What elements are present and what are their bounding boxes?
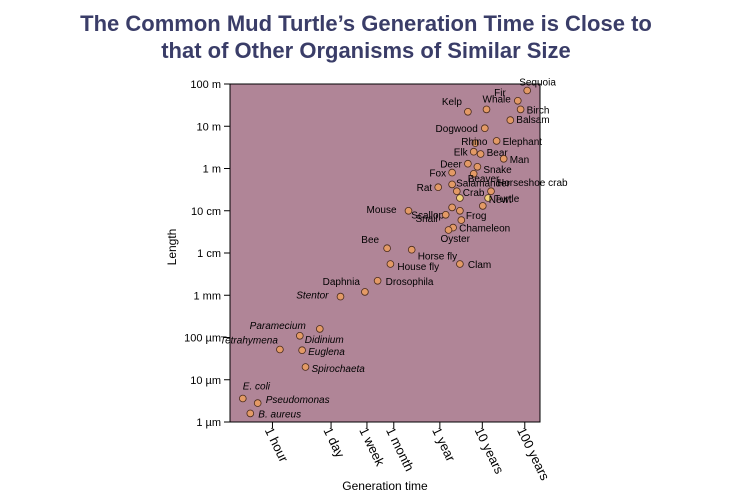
x-tick-label-5: 10 years [472,425,508,477]
x-tick-label-1: 1 day [320,425,348,461]
point-label-crab: Crab [463,188,485,199]
point-label-fox: Fox [429,169,446,180]
point-bee-30 [384,245,391,252]
y-tick-label-8: 1 µm [196,417,221,429]
point-fox-14 [449,169,456,176]
point-birch-2 [517,106,524,113]
point-snail-27 [458,217,465,224]
point-elephant-8 [493,138,500,145]
point-label-horseshoe-crab: Horseshoe crab [497,178,568,189]
point-label-tetrahymena: Tetrahymena [220,336,278,347]
point-label-e-coli: E. coli [243,382,271,393]
y-tick-label-7: 10 µm [190,375,221,387]
point-daphnia-35 [362,289,369,296]
point-tetrahymena-39 [277,346,284,353]
x-axis-label: Generation time [342,479,428,493]
y-tick-label-3: 10 cm [191,206,221,218]
point-paramecium-37 [316,326,323,333]
point-snake-13 [474,163,481,170]
point-label-pseudomonas: Pseudomonas [266,395,330,406]
point-label-rhino: Rhino [461,137,488,148]
point-horse-fly-31 [408,246,415,253]
point-label-oyster: Oyster [441,234,471,245]
point-label-mouse: Mouse [366,205,396,216]
point-euglena-40 [299,347,306,354]
point-label-daphnia: Daphnia [323,277,361,288]
point-frog-25 [457,207,464,214]
point-label-elk: Elk [454,148,469,159]
point-label-stentor: Stentor [296,291,329,302]
y-tick-label-4: 1 cm [197,248,221,260]
point-bear-10 [477,151,484,158]
y-tick-label-6: 100 µm [184,333,221,345]
x-tick-label-3: 1 month [383,425,417,474]
point-salamander-16 [449,181,456,188]
point-label-elephant: Elephant [503,137,543,148]
point-label-b-aureus: B. aureus [258,409,301,420]
point-label-newt: Newt [489,195,512,206]
point-didinium-38 [296,332,303,339]
point-deer-12 [465,160,472,167]
point-b-aureus-44 [247,410,254,417]
y-tick-label-0: 100 m [190,79,221,91]
point-rat-17 [435,184,442,191]
y-tick-label-1: 10 m [197,121,221,133]
point-scallop-24 [449,204,456,211]
point-label-kelp: Kelp [442,97,462,108]
point-label-snail: Snail [415,214,437,225]
point-whale-5 [483,106,490,113]
point-label-chameleon: Chameleon [459,224,510,235]
point-label-spirochaeta: Spirochaeta [312,364,366,375]
point-label-house-fly: House fly [397,262,439,273]
point-label-euglena: Euglena [308,347,345,358]
point-dogwood-6 [481,125,488,132]
point-label-rat: Rat [417,183,433,194]
x-tick-label-6: 100 years [514,425,553,483]
point-label-sequoia: Sequoia [519,78,556,89]
point-label-balsam: Balsam [516,115,549,126]
point-label-drosophila: Drosophila [386,277,434,288]
point-drosophila-34 [374,277,381,284]
point-snail-26 [442,211,449,218]
point-man-11 [500,155,507,162]
point-crab-18 [453,188,460,195]
point-label-didinium: Didinium [305,335,344,346]
point-e-coli-42 [239,395,246,402]
point-spirochaeta-41 [302,364,309,371]
point-clam-33 [457,261,464,268]
point-label-whale: Whale [483,94,512,105]
point-label-man: Man [510,155,529,166]
y-axis-label: Length [165,229,179,266]
point-turtle-20 [457,195,464,202]
point-label-paramecium: Paramecium [250,321,306,332]
x-tick-label-4: 1 year [429,425,459,465]
point-label-bee: Bee [361,235,379,246]
point-label-dogwood: Dogwood [436,124,478,135]
point-house-fly-32 [387,261,394,268]
plot-area [230,84,540,422]
y-tick-label-5: 1 mm [194,290,222,302]
point-newt-22 [479,203,486,210]
point-kelp-4 [465,108,472,115]
point-pseudomonas-43 [254,400,261,407]
point-fir-1 [514,97,521,104]
point-label-clam: Clam [468,260,491,271]
point-elk-9 [470,148,477,155]
point-oyster-29 [445,227,452,234]
point-label-frog: Frog [466,211,487,222]
point-stentor-36 [337,293,344,300]
y-tick-label-2: 1 m [203,164,221,176]
x-tick-label-0: 1 hour [262,425,292,465]
y-axis: 100 m 10 m 1 m 10 cm 1 cm 1 mm 100 µm 10 µm 1 µm [184,79,230,429]
scatter-chart: 100 m 10 m 1 m 10 cm 1 cm 1 mm 100 µm 10 µm 1 µm… [0,0,756,504]
point-balsam-3 [507,117,514,124]
